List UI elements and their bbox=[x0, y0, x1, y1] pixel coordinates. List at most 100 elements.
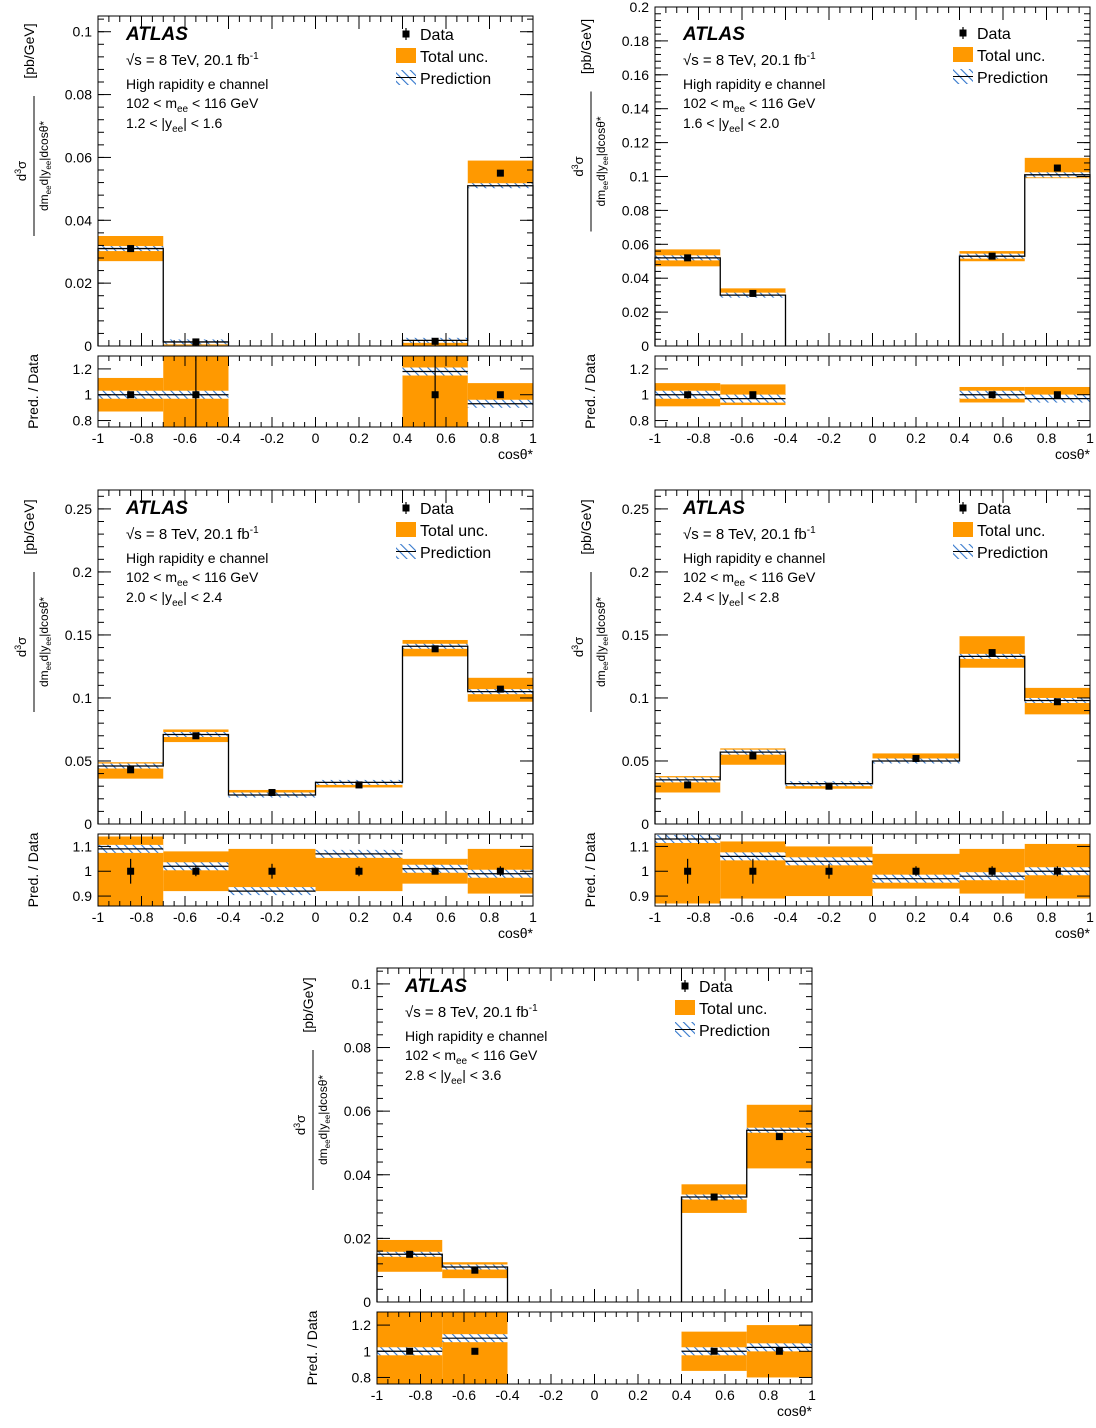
x-tick-label: 0.4 bbox=[950, 909, 970, 925]
data-point bbox=[431, 645, 439, 653]
legend-data-label: Data bbox=[420, 27, 454, 44]
y-label-unit: [pb/GeV] bbox=[300, 977, 316, 1032]
ratio-data-point bbox=[825, 867, 833, 875]
panel-5: 0 0.02 0.04 0.06 0.08 0.1 d3σ dmeed|yee|dcosθ* [… bbox=[292, 967, 816, 1419]
ratio-y-tick-label: 0.9 bbox=[73, 888, 93, 904]
ratio-y-tick-label: 1.2 bbox=[73, 361, 93, 377]
x-axis-label: cosθ* bbox=[498, 925, 534, 941]
energy-label: √s = 8 TeV, 20.1 fb-1 bbox=[126, 525, 259, 543]
y-label-numerator: d3σ bbox=[13, 637, 29, 657]
legend-unc-swatch bbox=[953, 522, 973, 537]
ratio-y-tick-label: 1.2 bbox=[352, 1317, 372, 1333]
ratio-data-point bbox=[988, 867, 996, 875]
y-axis-label: d3σ dmeed|yee|dcosθ* [pb/GeV] bbox=[13, 499, 53, 712]
y-tick-label: 0.1 bbox=[630, 690, 650, 706]
x-tick-label: 0.8 bbox=[480, 909, 500, 925]
x-tick-label: -0.8 bbox=[686, 909, 710, 925]
y-label-denominator: dmeed|yee|dcosθ* bbox=[316, 1075, 332, 1165]
energy-label: √s = 8 TeV, 20.1 fb-1 bbox=[683, 525, 816, 543]
rapidity-label: 2.4 < |yee| < 2.8 bbox=[683, 589, 779, 609]
x-tick-label: -0.2 bbox=[260, 430, 284, 446]
x-tick-label: -0.6 bbox=[730, 909, 754, 925]
x-axis-label: cosθ* bbox=[1055, 925, 1091, 941]
data-point bbox=[127, 766, 135, 774]
x-tick-label: -0.8 bbox=[686, 430, 710, 446]
mass-label: 102 < mee < 116 GeV bbox=[126, 95, 259, 115]
energy-label: √s = 8 TeV, 20.1 fb-1 bbox=[683, 51, 816, 69]
ratio-data-point bbox=[775, 1347, 783, 1355]
y-tick-label: 0.25 bbox=[65, 501, 92, 517]
legend-pred-label: Prediction bbox=[420, 545, 491, 562]
y-tick-label: 0.06 bbox=[622, 236, 649, 252]
ratio-data-point bbox=[749, 867, 757, 875]
mass-label: 102 < mee < 116 GeV bbox=[683, 569, 816, 589]
rapidity-label: 2.8 < |yee| < 3.6 bbox=[405, 1067, 501, 1087]
x-tick-label: 0.6 bbox=[993, 430, 1013, 446]
x-tick-label: 0 bbox=[312, 909, 320, 925]
ratio-plot: 0.811.2-1 -0.8 -0.6 -0.4 -0.2 0 0.2 0.4 0.6 0.8 1c… bbox=[304, 1310, 816, 1419]
ratio-y-tick-label: 1 bbox=[641, 387, 649, 403]
legend-unc-label: Total unc. bbox=[699, 1001, 767, 1018]
y-tick-label: 0 bbox=[363, 1294, 371, 1310]
y-tick-label: 0.2 bbox=[73, 564, 93, 580]
y-tick-label: 0.1 bbox=[352, 976, 372, 992]
panel-2: 0 0.02 0.04 0.06 0.08 0.1 0.12 0.14 0.16 0.18 0.2 d… bbox=[570, 0, 1094, 462]
legend-unc-swatch bbox=[675, 1000, 695, 1015]
data-point bbox=[749, 289, 757, 297]
legend: Data Total unc. Prediction bbox=[953, 26, 1048, 87]
y-tick-label: 0.02 bbox=[344, 1230, 371, 1246]
ratio-data-point bbox=[710, 1347, 718, 1355]
x-tick-label: -0.4 bbox=[773, 430, 797, 446]
main-plot: 0 0.02 0.04 0.06 0.08 0.1 d3σ dmeed|yee|dcosθ* [… bbox=[292, 967, 813, 1310]
y-label-numerator: d3σ bbox=[570, 637, 586, 657]
ratio-data-point bbox=[1053, 391, 1061, 399]
y-tick-label: 0 bbox=[641, 816, 649, 832]
ratio-y-axis-label: Pred. / Data bbox=[25, 832, 41, 907]
x-tick-label: 0.4 bbox=[393, 909, 413, 925]
channel-label: High rapidity e channel bbox=[405, 1028, 547, 1044]
y-label-unit: [pb/GeV] bbox=[578, 19, 594, 74]
ratio-data-point bbox=[268, 867, 276, 875]
ratio-y-axis-label-group: Pred. / Data bbox=[304, 1310, 320, 1385]
legend-unc-swatch bbox=[953, 47, 973, 62]
y-tick-label: 0.08 bbox=[65, 87, 92, 103]
ratio-data-point bbox=[406, 1347, 414, 1355]
y-tick-label: 0.12 bbox=[622, 135, 649, 151]
ratio-data-point bbox=[749, 391, 757, 399]
x-tick-label: -0.2 bbox=[817, 909, 841, 925]
data-point bbox=[710, 1193, 718, 1201]
x-tick-label: 0 bbox=[312, 430, 320, 446]
y-tick-label: 0 bbox=[84, 338, 92, 354]
ratio-data-point bbox=[912, 867, 920, 875]
x-axis-label: cosθ* bbox=[498, 446, 534, 462]
channel-label: High rapidity e channel bbox=[683, 550, 825, 566]
x-tick-label: 0 bbox=[869, 430, 877, 446]
x-tick-label: -1 bbox=[371, 1387, 384, 1403]
ratio-y-tick-label: 1.1 bbox=[630, 838, 650, 854]
y-label-numerator: d3σ bbox=[292, 1115, 308, 1135]
ratio-y-tick-label: 1 bbox=[363, 1343, 371, 1359]
ratio-y-tick-label: 0.8 bbox=[73, 413, 93, 429]
y-tick-label: 0.04 bbox=[344, 1167, 371, 1183]
x-tick-label: -0.4 bbox=[216, 430, 240, 446]
ratio-data-point bbox=[431, 391, 439, 399]
legend: Data Total unc. Prediction bbox=[396, 501, 491, 562]
ratio-y-axis-label-group: Pred. / Data bbox=[582, 832, 598, 907]
y-tick-label: 0.1 bbox=[630, 169, 650, 185]
x-tick-label: -1 bbox=[92, 909, 105, 925]
y-tick-label: 0.1 bbox=[73, 690, 93, 706]
x-tick-label: -0.2 bbox=[539, 1387, 563, 1403]
y-label-unit: [pb/GeV] bbox=[578, 499, 594, 554]
legend: Data Total unc. Prediction bbox=[675, 979, 770, 1040]
y-label-denominator: dmeed|yee|dcosθ* bbox=[594, 597, 610, 687]
ratio-data-point bbox=[496, 391, 504, 399]
data-point bbox=[684, 781, 692, 789]
x-tick-label: 0.8 bbox=[480, 430, 500, 446]
ratio-plot: 0.811.2-1 -0.8 -0.6 -0.4 -0.2 0 0.2 0.4 0.6 0.8 1c… bbox=[25, 354, 537, 462]
x-tick-label: 0.2 bbox=[349, 909, 369, 925]
ratio-data-point bbox=[1053, 867, 1061, 875]
ratio-y-tick-label: 0.8 bbox=[630, 413, 650, 429]
data-point bbox=[775, 1133, 783, 1141]
x-tick-label: -0.2 bbox=[817, 430, 841, 446]
